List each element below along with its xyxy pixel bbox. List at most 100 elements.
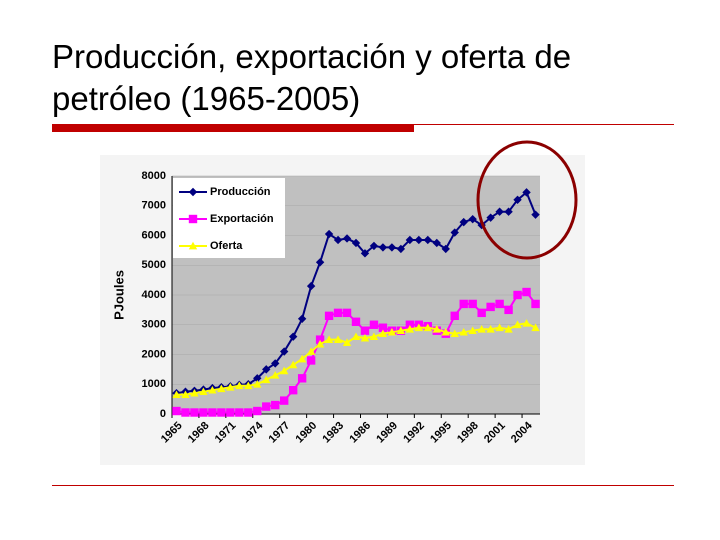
data-point	[414, 323, 424, 332]
y-tick-label: 6000	[142, 229, 166, 241]
data-point	[181, 390, 190, 399]
data-point	[450, 311, 459, 321]
data-point	[297, 354, 307, 363]
data-point	[226, 383, 235, 391]
data-point	[271, 400, 280, 410]
data-point	[423, 323, 433, 332]
data-point	[190, 388, 199, 397]
data-point	[495, 299, 504, 309]
data-point	[504, 305, 513, 315]
legend-label: Oferta	[210, 240, 243, 252]
data-point	[495, 323, 504, 332]
data-point	[531, 299, 540, 309]
data-point	[504, 325, 513, 333]
data-point	[315, 339, 325, 348]
data-point	[450, 228, 459, 237]
data-point	[360, 333, 370, 342]
data-point	[235, 381, 244, 390]
data-point	[351, 238, 361, 248]
data-point	[405, 320, 415, 329]
data-point	[333, 335, 343, 343]
data-point	[333, 308, 343, 318]
data-point	[369, 241, 379, 251]
data-point	[387, 327, 397, 336]
data-point	[199, 387, 208, 396]
data-point	[217, 384, 226, 393]
data-point	[342, 308, 352, 318]
data-point	[279, 366, 289, 375]
y-tick-label: 7000	[142, 200, 166, 212]
data-point	[333, 235, 343, 245]
data-point	[342, 338, 352, 346]
data-point	[495, 207, 504, 216]
data-point	[288, 360, 298, 369]
title-line	[52, 124, 674, 125]
data-point	[441, 244, 450, 254]
y-tick-label: 8000	[142, 170, 166, 182]
data-point	[271, 359, 280, 368]
data-point	[432, 238, 441, 248]
data-point	[306, 281, 316, 291]
data-point	[468, 214, 477, 224]
data-point	[459, 299, 468, 309]
legend-label: Exportación	[210, 213, 274, 225]
data-point	[244, 381, 253, 390]
data-point	[324, 229, 334, 239]
data-point	[432, 325, 441, 333]
footer-line	[52, 485, 674, 486]
y-tick-label: 3000	[142, 319, 166, 331]
y-tick-label: 4000	[142, 289, 166, 301]
data-point	[226, 408, 235, 417]
data-point	[351, 332, 361, 341]
data-point	[369, 332, 379, 341]
data-point	[279, 396, 289, 405]
data-point	[378, 323, 388, 332]
data-point	[486, 302, 495, 312]
data-point	[486, 325, 495, 333]
data-point	[450, 329, 459, 338]
data-point	[396, 244, 406, 254]
legend-marker	[188, 214, 198, 224]
data-point	[486, 213, 495, 222]
data-point	[468, 326, 477, 335]
data-point	[190, 408, 199, 417]
data-point	[253, 380, 262, 388]
data-point	[306, 347, 316, 355]
data-point	[459, 327, 468, 336]
data-point	[244, 408, 253, 417]
data-point	[324, 311, 334, 321]
data-point	[522, 287, 531, 297]
data-point	[387, 243, 397, 252]
data-point	[522, 319, 531, 327]
data-point	[262, 402, 271, 411]
data-point	[513, 290, 522, 300]
data-point	[477, 308, 486, 318]
data-point	[271, 371, 280, 379]
legend-marker	[188, 241, 198, 250]
title-bar	[52, 124, 414, 132]
data-point	[378, 329, 388, 338]
y-tick-label: 0	[160, 408, 166, 420]
data-point	[253, 406, 262, 416]
data-point	[513, 320, 522, 329]
data-point	[181, 408, 190, 417]
y-tick-label: 2000	[142, 348, 166, 360]
legend-marker	[188, 187, 198, 197]
y-tick-label: 5000	[142, 259, 166, 271]
data-point	[342, 234, 352, 243]
data-point	[172, 390, 181, 399]
data-point	[279, 347, 289, 356]
data-point	[315, 335, 325, 344]
data-point	[172, 406, 181, 416]
data-point	[288, 386, 298, 395]
data-point	[262, 365, 271, 374]
data-point	[378, 243, 388, 252]
data-point	[522, 188, 531, 197]
legend-label: Producción	[210, 186, 271, 198]
y-tick-label: 1000	[142, 378, 166, 390]
data-point	[360, 326, 370, 335]
data-point	[459, 217, 468, 227]
data-point	[423, 235, 433, 245]
